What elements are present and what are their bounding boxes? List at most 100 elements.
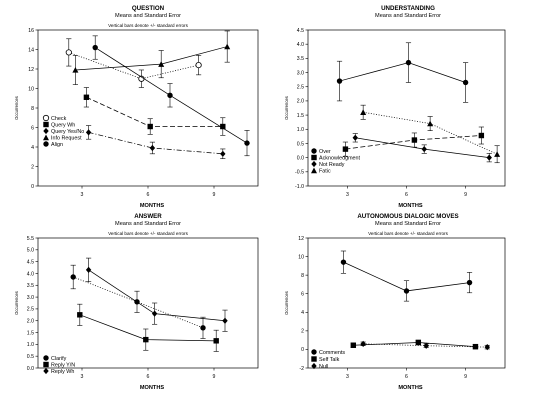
series-query-wh — [83, 87, 226, 136]
y-tick-label: 6 — [31, 125, 34, 131]
y-tick-label: 10 — [298, 254, 304, 260]
x-tick-label: 3 — [81, 374, 84, 380]
legend-marker — [311, 349, 317, 355]
chart-title: QUESTION — [132, 5, 165, 12]
y-tick-label: 6 — [301, 292, 304, 298]
chart-subtitle: Means and Standard Error — [375, 13, 441, 19]
data-point — [462, 79, 469, 86]
y-axis-label: Occurrences — [14, 96, 19, 120]
data-point — [423, 342, 429, 349]
chart-title: ANSWER — [134, 213, 162, 220]
y-tick-label: 2 — [31, 164, 34, 170]
data-point — [70, 274, 76, 280]
series-line — [339, 62, 466, 83]
y-tick-label: 0 — [301, 347, 304, 353]
data-point — [342, 146, 349, 152]
legend-label: Info Request — [51, 135, 82, 141]
chart-subtitle: Means and Standard Error — [375, 221, 441, 227]
data-point — [403, 288, 410, 294]
series-line — [355, 137, 490, 159]
series-line — [86, 96, 223, 127]
legend-entry: Reply Wh — [43, 367, 74, 375]
data-point — [85, 266, 92, 274]
legend-label: Over — [319, 149, 331, 155]
data-point — [213, 338, 219, 344]
data-point — [478, 132, 485, 139]
chart-title: UNDERSTANDING — [381, 5, 435, 12]
data-point — [340, 259, 347, 265]
series-self-talk — [350, 339, 479, 350]
series-line — [75, 46, 228, 71]
legend-marker — [311, 148, 317, 154]
x-tick-label: 9 — [464, 192, 467, 198]
y-tick-label: 0.5 — [297, 141, 304, 147]
y-tick-label: 5.0 — [27, 248, 34, 254]
data-point — [411, 137, 418, 143]
series-query-yes-no — [85, 125, 226, 159]
data-point — [350, 342, 357, 348]
series-line — [79, 314, 217, 342]
legend-marker — [43, 355, 49, 361]
x-tick-label: 6 — [147, 374, 150, 380]
x-axis-label: MONTHS — [398, 385, 423, 391]
legend-entry: Over — [311, 148, 331, 155]
x-axis-label: MONTHS — [140, 203, 165, 209]
y-tick-label: 4 — [301, 310, 304, 316]
legend-label: Align — [51, 142, 63, 148]
series-over — [336, 42, 469, 103]
legend-label: Reply Wh — [51, 369, 74, 375]
data-point — [494, 151, 501, 157]
data-point — [72, 66, 79, 73]
legend-marker — [311, 356, 317, 362]
x-tick-label: 3 — [346, 374, 349, 380]
legend-entry: Query Wh — [43, 121, 75, 128]
x-tick-label: 6 — [405, 374, 408, 380]
data-point — [222, 317, 228, 324]
legend-marker — [43, 361, 49, 368]
legend-label: Fatic — [319, 168, 331, 174]
data-point — [360, 109, 367, 115]
legend-entry: Info Request — [43, 134, 82, 141]
y-tick-label: 3.0 — [27, 295, 34, 301]
y-tick-label: 4.5 — [27, 259, 34, 265]
y-axis-label: Occurrences — [284, 96, 289, 120]
data-point — [466, 279, 473, 286]
y-tick-label: 2.0 — [27, 319, 34, 325]
y-tick-label: 3.0 — [297, 70, 304, 76]
legend-marker — [43, 134, 49, 141]
data-point — [360, 340, 366, 347]
data-point — [200, 325, 206, 331]
data-point — [421, 146, 427, 153]
series-fatic — [360, 104, 501, 164]
y-tick-label: 3.5 — [297, 56, 304, 62]
series-reply-wh — [85, 257, 228, 332]
legend-entry: Check — [42, 114, 67, 122]
legend-label: Self Talk — [319, 357, 340, 363]
legend-entry: Query Yes/No — [43, 127, 84, 135]
series-info-request — [72, 30, 231, 85]
data-point — [220, 150, 226, 157]
y-tick-label: 4 — [31, 145, 34, 151]
series-line — [68, 52, 199, 80]
x-axis-label: MONTHS — [398, 203, 423, 209]
series-reply-y-n — [77, 303, 219, 352]
y-tick-label: 4.5 — [297, 28, 304, 34]
data-point — [77, 312, 83, 318]
series-align — [92, 35, 250, 157]
legend-entry: Reply Y/N — [43, 361, 75, 368]
series-null — [360, 340, 490, 351]
data-point — [65, 49, 72, 56]
legend-label: Query Yes/No — [51, 129, 84, 135]
data-point — [415, 339, 422, 346]
data-point — [151, 310, 158, 317]
series-acknowledgment — [342, 126, 485, 157]
y-tick-label: 8 — [301, 273, 304, 279]
y-tick-label: 0 — [31, 184, 34, 190]
y-tick-label: -2 — [299, 366, 304, 372]
legend-marker — [311, 160, 317, 168]
legend-marker — [43, 127, 49, 135]
legend-marker — [311, 154, 317, 161]
